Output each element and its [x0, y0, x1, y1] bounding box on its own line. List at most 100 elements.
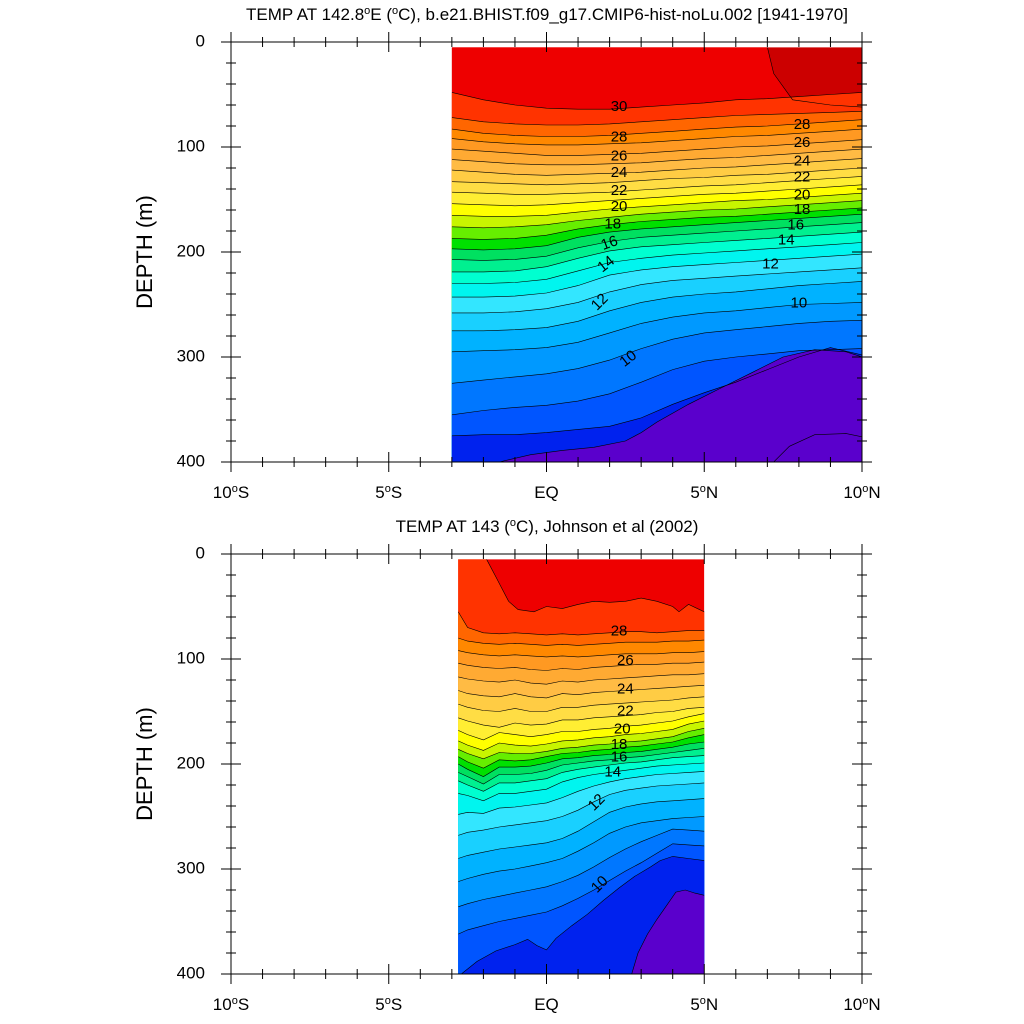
isotherm-line-28 — [451, 119, 862, 137]
isotherm-line-20 — [451, 192, 862, 217]
isotherm-line-6 — [499, 349, 862, 462]
contour-label: 16 — [611, 749, 628, 766]
contour-label: 28 — [611, 129, 628, 146]
isotherm-line-27 — [451, 128, 862, 146]
isotherm-line-23 — [458, 696, 705, 712]
isotherm-line-21 — [458, 713, 705, 741]
isotherm-line-10 — [451, 302, 862, 353]
x-tick-label: 5oN — [690, 995, 718, 1014]
y-tick-label: 300 — [177, 346, 205, 365]
isotherm-line-25 — [451, 148, 862, 166]
isotherm-line-24 — [451, 158, 862, 176]
isotherm-line-15 — [451, 231, 862, 273]
isotherm-line-17 — [458, 741, 705, 777]
y-axis-label: DEPTH (m) — [132, 195, 157, 309]
isotherm-line-7 — [461, 856, 705, 974]
contour-band-5 — [451, 349, 862, 462]
contour-label: 28 — [794, 116, 811, 133]
isotherm-line-11 — [451, 281, 862, 332]
isotherm-line-17 — [451, 213, 862, 251]
y-tick-label: 0 — [196, 31, 205, 50]
isotherm-line-13 — [451, 253, 862, 298]
isotherm-line-8 — [451, 348, 862, 416]
contour-label: 22 — [617, 702, 634, 719]
lower-contour-panel: TEMP AT 143 (oC), Johnson et al (2002) D… — [132, 517, 881, 1014]
y-tick-label: 300 — [177, 858, 205, 877]
isotherm-line-22 — [458, 707, 705, 728]
isotherm-line-7 — [451, 347, 862, 437]
contour-band-5 — [458, 890, 705, 974]
isotherm-line-28 — [458, 637, 705, 646]
isotherm-line-23 — [451, 167, 862, 186]
x-tick-label: 10oN — [843, 995, 880, 1014]
x-tick-label: 5oN — [690, 483, 718, 502]
isotherm-line-9 — [458, 828, 705, 908]
isotherm-line-5 — [773, 433, 862, 462]
isotherm-line-29 — [451, 111, 862, 126]
contour-label: 12 — [762, 256, 779, 273]
isotherm-line-20 — [458, 720, 705, 751]
panel-title: TEMP AT 143 (oC), Johnson et al (2002) — [396, 517, 699, 536]
x-tick-label: 10oS — [213, 995, 249, 1014]
isotherm-line-14 — [451, 242, 862, 284]
contour-label: 24 — [611, 164, 628, 181]
x-tick-label: 5oS — [375, 995, 402, 1014]
isotherm-line-6 — [631, 889, 705, 974]
contour-label: 20 — [611, 198, 628, 215]
contour-label: 24 — [617, 680, 634, 697]
contour-label: 26 — [611, 147, 628, 164]
contour-label: 20 — [794, 186, 811, 203]
contour-band-4 — [451, 433, 862, 462]
isotherm-line-10 — [458, 816, 705, 882]
y-axis-label: DEPTH (m) — [132, 707, 157, 821]
contour-label: 22 — [794, 168, 811, 185]
isotherm-line-18 — [451, 207, 862, 240]
contour-label: 14 — [778, 231, 795, 248]
isotherm-line-26 — [451, 139, 862, 156]
isotherm-line-27 — [458, 650, 705, 658]
contour-label: 20 — [614, 720, 631, 737]
y-tick-label: 200 — [177, 753, 205, 772]
contour-label: 14 — [604, 763, 621, 780]
y-tick-label: 100 — [177, 648, 205, 667]
isotherm-line-13 — [458, 771, 705, 815]
upper-contour-panel: TEMP AT 142.8oE (oC), b.e21.BHIST.f09_g1… — [132, 5, 881, 502]
isotherm-line-12 — [458, 782, 705, 836]
isotherm-line-16 — [458, 748, 705, 785]
x-tick-label: EQ — [534, 483, 559, 502]
contour-label: 24 — [794, 153, 811, 170]
isotherm-line-24 — [458, 685, 705, 699]
y-tick-label: 400 — [177, 451, 205, 470]
contour-label: 16 — [599, 232, 620, 254]
isotherm-line-30 — [451, 92, 862, 110]
isotherm-line-31 — [767, 47, 862, 108]
y-tick-label: 0 — [196, 543, 205, 562]
isotherm-line-19 — [451, 200, 862, 229]
contour-label: 10 — [791, 294, 808, 311]
isotherm-line-30 — [486, 559, 705, 613]
isotherm-line-19 — [458, 728, 705, 760]
x-tick-label: EQ — [534, 995, 559, 1014]
isotherm-line-11 — [458, 798, 705, 859]
isotherm-line-14 — [458, 762, 705, 802]
isotherm-line-12 — [451, 267, 862, 314]
contour-label: 14 — [594, 252, 618, 276]
isotherm-line-9 — [451, 320, 862, 384]
contour-label: 28 — [611, 623, 628, 640]
contour-label: 16 — [787, 217, 804, 234]
y-tick-label: 100 — [177, 136, 205, 155]
contour-label: 10 — [616, 347, 640, 371]
isotherm-line-21 — [451, 184, 862, 207]
isotherm-line-16 — [451, 222, 862, 261]
isotherm-line-15 — [458, 755, 705, 792]
contour-label: 18 — [611, 736, 628, 753]
isotherm-line-22 — [451, 176, 862, 195]
isotherm-line-18 — [458, 734, 705, 769]
x-tick-label: 10oN — [843, 483, 880, 502]
contour-label: 18 — [604, 216, 621, 233]
panel-title: TEMP AT 142.8oE (oC), b.e21.BHIST.f09_g1… — [246, 5, 848, 24]
isotherm-line-8 — [458, 843, 705, 935]
isotherm-line-26 — [458, 661, 705, 671]
x-tick-label: 5oS — [375, 483, 402, 502]
